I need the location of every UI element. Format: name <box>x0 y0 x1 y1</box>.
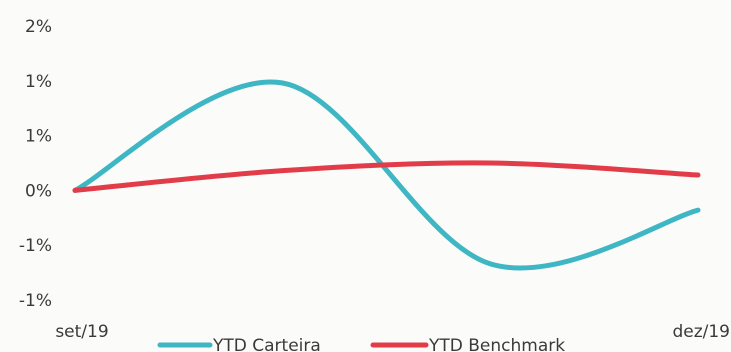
series-line-ytd-benchmark <box>72 160 701 193</box>
legend: YTD Carteira YTD Benchmark <box>157 336 565 352</box>
y-tick-label: -1% <box>19 236 52 256</box>
x-tick-label: dez/19 <box>672 322 730 342</box>
series-line-ytd-carteira <box>72 79 701 271</box>
y-axis-ticks: 2% 1% 1% 0% -1% -1% <box>19 17 52 311</box>
legend-label-ytd-carteira: YTD Carteira <box>212 336 321 352</box>
x-axis-ticks: set/19 dez/19 <box>55 322 730 342</box>
y-tick-label: 1% <box>25 127 52 147</box>
y-tick-label: -1% <box>19 291 52 311</box>
y-tick-label: 1% <box>25 72 52 92</box>
y-tick-label: 2% <box>25 17 52 37</box>
legend-label-ytd-benchmark: YTD Benchmark <box>428 336 565 352</box>
x-tick-label: set/19 <box>55 322 108 342</box>
series-lines <box>72 79 701 271</box>
y-tick-label: 0% <box>25 181 52 201</box>
